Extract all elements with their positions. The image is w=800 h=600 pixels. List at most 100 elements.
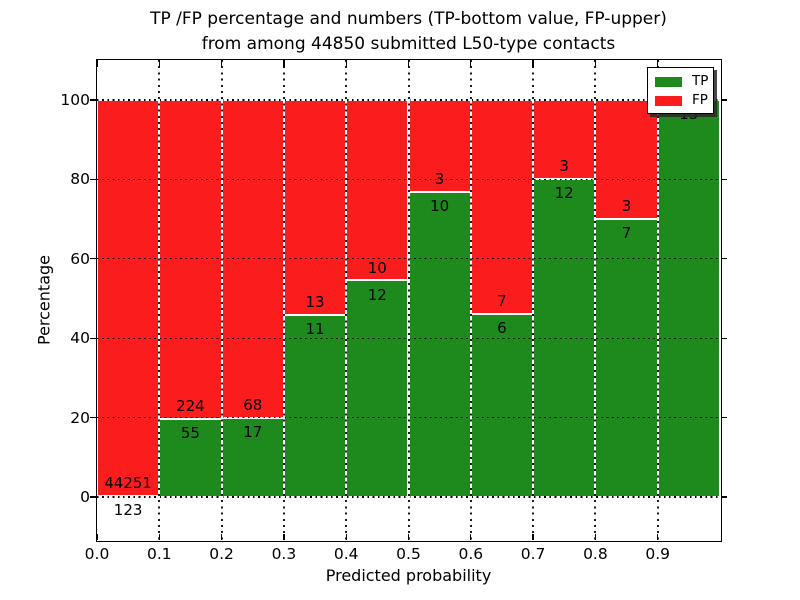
- tp-count-label: 6: [497, 318, 507, 337]
- y-tick-mark-right: [721, 99, 727, 101]
- y-tick-mark: [90, 416, 96, 419]
- y-tick-mark-right: [721, 496, 727, 498]
- y-tick-mark: [90, 258, 96, 260]
- x-tick-label: 0.0: [84, 545, 110, 563]
- y-tick-mark-right: [721, 178, 727, 181]
- bar-tp-segment: [657, 100, 720, 497]
- gridline-vertical: [532, 60, 535, 540]
- gridline-vertical: [158, 60, 161, 540]
- x-tick-mark: [407, 533, 410, 540]
- x-tick-mark: [345, 533, 347, 540]
- y-tick-label: 100: [60, 91, 90, 109]
- x-tick-label: 0.5: [396, 545, 421, 563]
- x-tick-mark-top: [96, 60, 98, 67]
- x-tick-mark: [283, 533, 285, 540]
- bar-fp-segment: [346, 100, 409, 281]
- legend-label-fp: FP: [692, 92, 708, 108]
- y-tick-mark: [90, 496, 96, 498]
- legend: TP FP: [647, 67, 714, 114]
- x-tick-label: 0.3: [271, 545, 297, 563]
- gridline-vertical: [594, 60, 597, 540]
- x-tick-label: 0.9: [645, 545, 671, 563]
- x-tick-mark-top: [283, 60, 285, 67]
- fp-count-label: 10: [367, 258, 387, 277]
- y-tick-label: 0: [80, 488, 90, 506]
- legend-item-fp: FP: [655, 92, 708, 108]
- y-tick-mark-right: [721, 416, 727, 419]
- y-tick-label: 20: [70, 408, 90, 427]
- chart-title-line1: TP /FP percentage and numbers (TP-bottom…: [150, 9, 667, 29]
- x-tick-mark: [470, 533, 472, 540]
- x-tick-mark-top: [220, 60, 223, 67]
- x-tick-mark: [220, 533, 223, 540]
- fp-count-label: 224: [176, 396, 205, 415]
- tp-count-label: 12: [554, 184, 574, 203]
- tp-count-label: 17: [243, 422, 263, 441]
- x-tick-mark-top: [345, 60, 347, 67]
- tp-count-label: 12: [367, 285, 387, 304]
- x-tick-label: 0.2: [209, 545, 234, 563]
- y-tick-mark: [90, 337, 96, 339]
- fp-count-label: 3: [559, 157, 569, 176]
- x-tick-mark-top: [594, 60, 597, 67]
- tp-count-label: 10: [430, 196, 450, 215]
- legend-label-tp: TP: [692, 73, 709, 89]
- x-tick-mark: [594, 533, 597, 540]
- x-tick-label: 0.7: [520, 545, 546, 563]
- y-tick-mark-right: [721, 258, 727, 260]
- x-tick-mark-top: [470, 60, 472, 67]
- x-tick-mark: [532, 533, 534, 540]
- fp-count-label: 7: [497, 291, 507, 310]
- gridline-vertical: [220, 60, 223, 540]
- tp-count-label: 11: [305, 320, 325, 338]
- x-tick-mark: [96, 533, 98, 540]
- fp-count-label: 3: [621, 197, 632, 216]
- x-tick-mark-top: [657, 60, 659, 67]
- x-tick-label: 0.8: [583, 545, 608, 563]
- x-tick-label: 0.4: [333, 545, 359, 563]
- gridline-vertical: [469, 60, 472, 540]
- bar-fp-segment: [97, 100, 160, 496]
- y-tick-label: 80: [70, 170, 90, 189]
- chart-title-line2: from among 44850 submitted L50-type cont…: [201, 34, 616, 54]
- plot-area: 44251 123 224 55 68 17 13 11 10 12 3 10 7 6 3 12 3 7 13 TP…: [90, 58, 727, 542]
- legend-swatch-fp: [655, 95, 682, 106]
- bar-tp-segment: [408, 191, 471, 497]
- x-tick-mark: [158, 533, 160, 540]
- gridline-vertical: [407, 60, 410, 540]
- bar-tp-segment: [283, 315, 347, 497]
- tp-count-label: 55: [180, 423, 200, 442]
- gridline-vertical: [282, 60, 285, 540]
- bar-fp-segment: [408, 100, 471, 192]
- y-tick-mark: [90, 99, 96, 101]
- bar-fp-segment: [533, 100, 596, 180]
- bar-tp-segment: [470, 313, 534, 497]
- fp-count-label: 44251: [104, 473, 152, 492]
- y-tick-label: 40: [70, 329, 90, 348]
- gridline-vertical: [345, 60, 348, 540]
- bar-fp-segment: [470, 100, 534, 314]
- gridline-vertical: [656, 60, 659, 540]
- tp-count-label: 123: [113, 500, 143, 519]
- legend-swatch-tp: [655, 76, 682, 87]
- chart-title: TP /FP percentage and numbers (TP-bottom…: [97, 7, 720, 57]
- y-tick-mark-right: [721, 337, 727, 339]
- legend-item-tp: TP: [655, 73, 709, 89]
- x-tick-label: 0.1: [146, 545, 172, 563]
- x-tick-mark-top: [158, 60, 160, 67]
- y-axis-label: Percentage: [34, 254, 54, 346]
- x-tick-mark-top: [407, 60, 410, 67]
- fp-count-label: 68: [243, 395, 263, 414]
- y-tick-label: 60: [70, 249, 90, 268]
- x-tick-mark-top: [532, 60, 534, 67]
- x-tick-mark: [657, 533, 659, 540]
- y-tick-mark: [90, 178, 96, 181]
- fp-count-label: 13: [305, 293, 325, 311]
- tp-count-label: 7: [621, 224, 632, 243]
- bar-tp-segment: [595, 219, 658, 497]
- bar-tp-segment: [346, 280, 409, 497]
- x-tick-label: 0.6: [458, 545, 484, 563]
- x-axis-label: Predicted probability: [325, 566, 492, 585]
- fp-count-label: 3: [434, 169, 445, 188]
